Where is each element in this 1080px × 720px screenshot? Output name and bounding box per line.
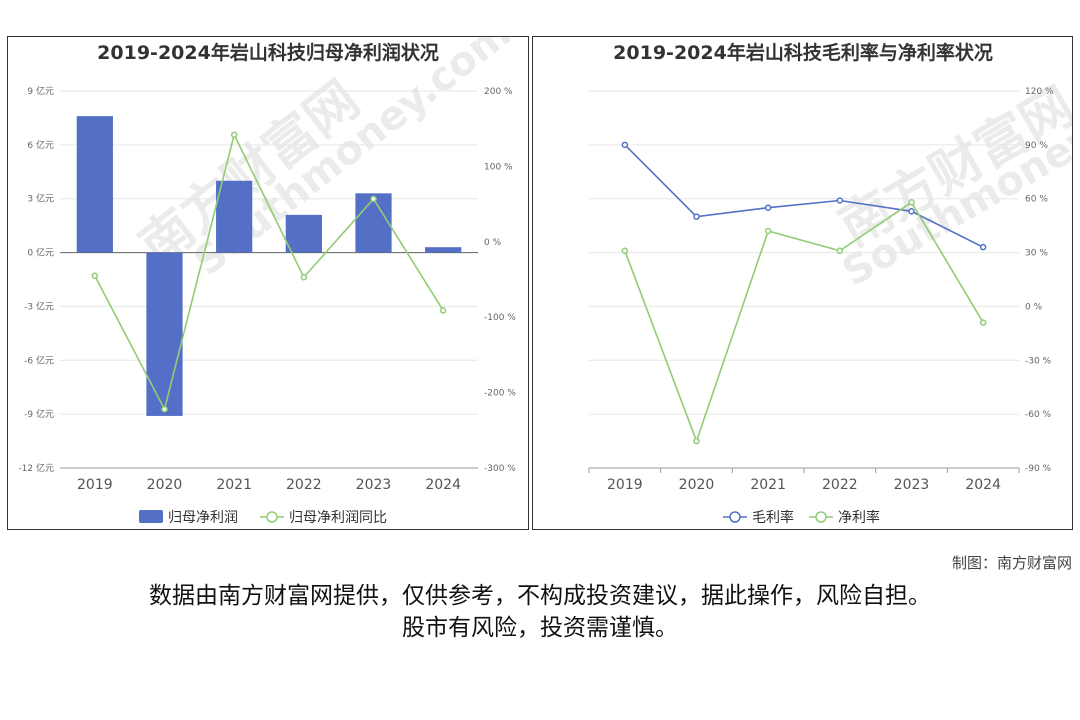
y-tick-label: 3 亿元 [27, 193, 54, 205]
series-line-2 [624, 201, 984, 444]
y-tick-label: 30 % [1025, 249, 1048, 259]
chart-credit: 制图：南方财富网 [951, 554, 1072, 572]
yoy-point-2024 [439, 307, 447, 314]
watermark: 南方财富网 Southmoney.com [830, 62, 1073, 296]
y-tick-label: 60 % [1025, 195, 1048, 205]
net-profit-chart-panel: 南方财富网 Southmoney.com 2019-2024年岩山科技归母净利润… [7, 36, 529, 530]
disclaimer-line-2: 股市有风险，投资需谨慎。 [402, 615, 678, 641]
legend-line-marker [266, 511, 278, 523]
y2-tick-label: -100 % [484, 313, 516, 323]
legend-bar-swatch [139, 510, 163, 523]
series-2-point-2024 [979, 319, 987, 326]
x-tick-label: 2022 [822, 477, 858, 493]
series-2-point-2020 [693, 437, 700, 445]
y-tick-label: 0 亿元 [27, 247, 54, 259]
margin-chart-panel: 南方财富网 Southmoney.com 2019-2024年岩山科技毛利率与净… [532, 36, 1073, 530]
chart-title: 2019-2024年岩山科技归母净利润状况 [97, 41, 439, 64]
y-tick-label: -90 % [1025, 464, 1052, 474]
y-tick-label: 6 亿元 [27, 139, 54, 151]
y-tick-label: -6 亿元 [24, 354, 54, 366]
x-tick-label: 2022 [286, 477, 322, 493]
yoy-point-2019 [91, 272, 99, 279]
bar-2023 [355, 193, 392, 253]
margin-chart: 南方财富网 Southmoney.com 2019-2024年岩山科技毛利率与净… [588, 41, 1073, 526]
series-2-point-2023 [908, 199, 915, 206]
yoy-point-2021 [230, 131, 238, 138]
series-1-point-2022 [836, 197, 844, 204]
series-1-point-2021 [764, 204, 772, 211]
legend-label: 净利率 [838, 509, 880, 526]
y-tick-label: -60 % [1025, 410, 1052, 420]
series-1-point-2020 [693, 213, 700, 220]
series-2-point-2022 [836, 247, 844, 255]
bar-2019 [76, 116, 113, 253]
bar-2022 [285, 214, 322, 253]
x-tick-label: 2020 [679, 477, 715, 493]
x-tick-label: 2021 [750, 477, 786, 493]
y2-tick-label: 0 % [484, 238, 502, 248]
bar-2024 [425, 247, 462, 253]
x-tick-label: 2020 [147, 477, 183, 493]
net-profit-chart: 南方财富网 Southmoney.com 2019-2024年岩山科技归母净利润… [18, 37, 519, 526]
y2-tick-label: 100 % [484, 162, 513, 172]
x-tick-label: 2021 [216, 477, 252, 493]
y2-tick-label: 200 % [484, 87, 513, 97]
x-tick-label: 2023 [356, 477, 392, 493]
series-1-point-2019 [621, 141, 629, 149]
y-tick-label: -3 亿元 [24, 300, 54, 312]
y-tick-label: -30 % [1025, 356, 1052, 366]
yoy-line [94, 132, 444, 412]
y-tick-label: 9 亿元 [27, 85, 54, 97]
yoy-point-2022 [300, 273, 308, 281]
y-tick-label: -9 亿元 [24, 408, 54, 420]
y2-tick-label: -300 % [484, 464, 516, 474]
x-tick-label: 2024 [425, 477, 461, 493]
disclaimer-line-1: 数据由南方财富网提供，仅供参考，不构成投资建议，据此操作，风险自担。 [149, 583, 931, 609]
y-tick-label: 0 % [1025, 302, 1043, 312]
bar-2021 [216, 180, 253, 253]
x-tick-label: 2023 [894, 477, 930, 493]
x-tick-label: 2024 [965, 477, 1001, 493]
legend-label: 归母净利润同比 [289, 509, 387, 526]
y-tick-label: -12 亿元 [18, 462, 54, 474]
legend-line-marker [815, 511, 827, 523]
legend-label: 归母净利润 [168, 509, 238, 526]
yoy-point-2023 [370, 195, 377, 203]
x-tick-label: 2019 [607, 477, 643, 493]
bar-2020 [146, 252, 183, 416]
disclaimer: 数据由南方财富网提供，仅供参考，不构成投资建议，据此操作，风险自担。 股市有风险… [0, 580, 1080, 644]
series-line-1 [624, 144, 984, 248]
y2-tick-label: -200 % [484, 389, 516, 399]
legend-line-marker [729, 511, 741, 523]
y-tick-label: 120 % [1025, 87, 1054, 97]
series-2-point-2021 [764, 227, 772, 235]
legend-label: 毛利率 [752, 509, 794, 526]
yoy-point-2020 [161, 405, 168, 413]
series-2-point-2019 [621, 247, 629, 255]
y-tick-label: 90 % [1025, 141, 1048, 151]
x-tick-label: 2019 [77, 477, 113, 493]
series-1-point-2024 [979, 243, 987, 251]
chart-title: 2019-2024年岩山科技毛利率与净利率状况 [613, 41, 993, 64]
series-1-point-2023 [908, 208, 915, 215]
